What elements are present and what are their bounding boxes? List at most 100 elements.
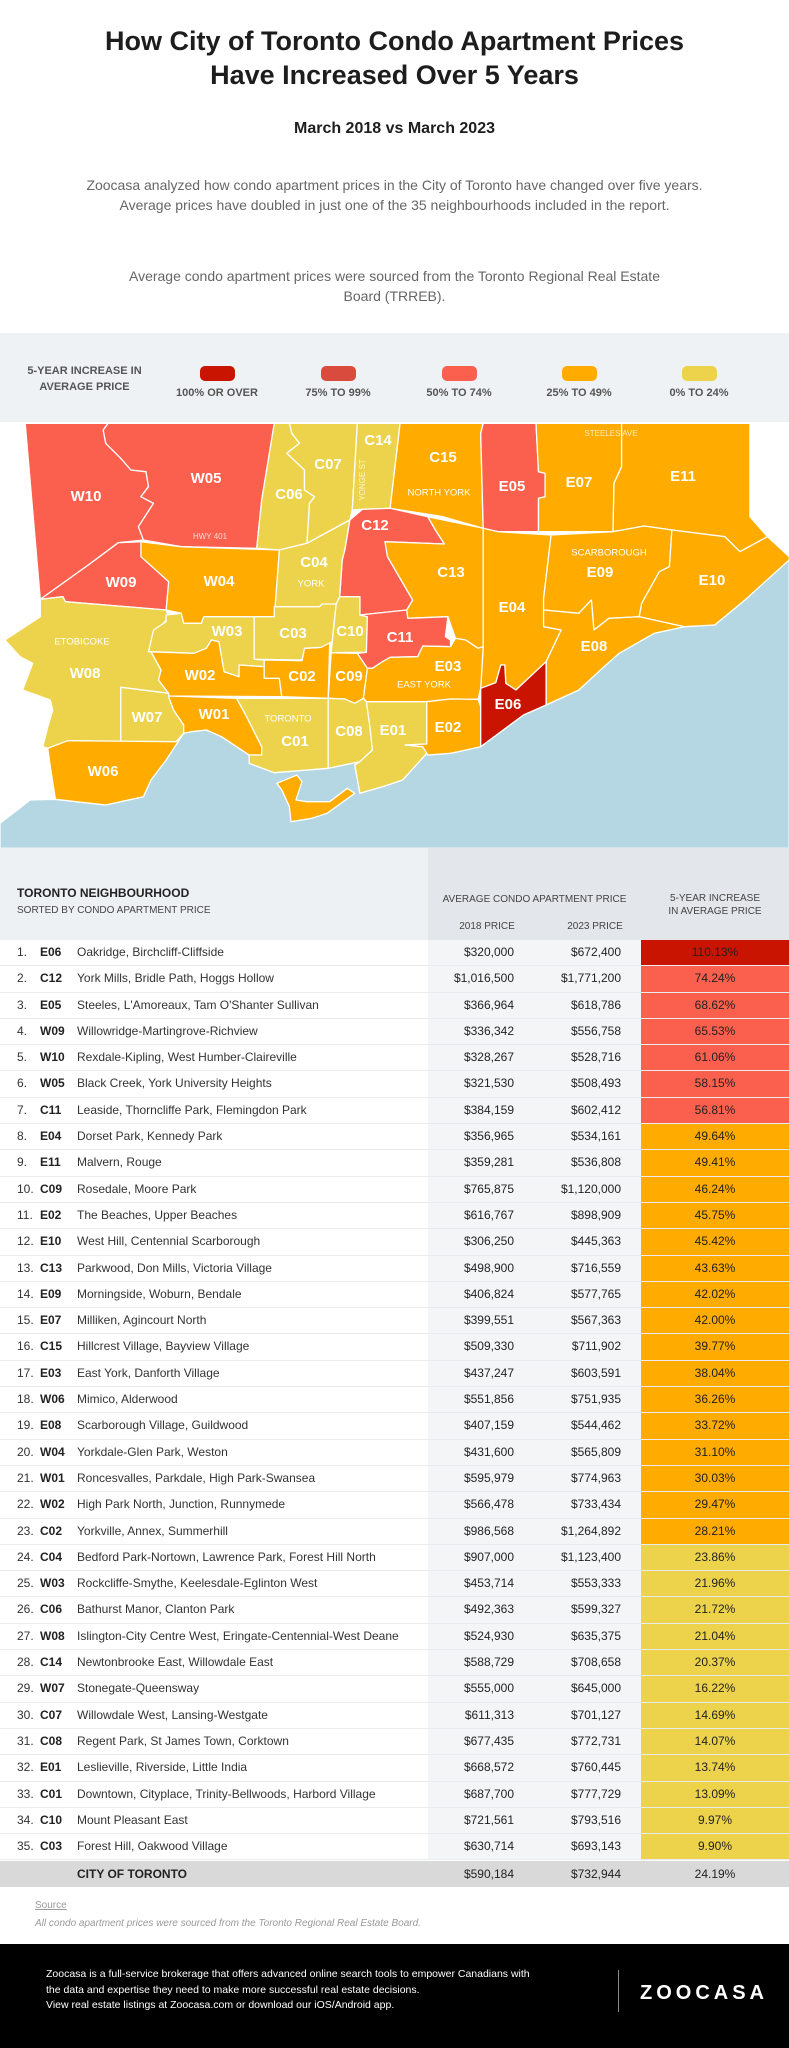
district-code: C12 (40, 971, 63, 986)
map-label-c14: C14 (364, 432, 392, 449)
map-label-w03: W03 (212, 623, 243, 640)
rank: 3. (17, 997, 28, 1012)
subtitle: March 2018 vs March 2023 (293, 120, 495, 137)
rank: 16. (17, 1339, 34, 1354)
table-row: 2. C12 York Mills, Bridle Path, Hoggs Ho… (0, 966, 789, 993)
price-2018: $611,313 (464, 1707, 514, 1722)
rank: 31. (17, 1733, 34, 1748)
legend-item: 100% OR OVER (157, 366, 277, 399)
price-2018: $509,330 (463, 1339, 514, 1354)
total-2023: $732,944 (570, 1867, 621, 1881)
neighbourhood-name: Morningside, Woburn, Bendale (77, 1286, 242, 1301)
map-label-c04: C04 (300, 554, 328, 571)
price-2018: $551,856 (463, 1392, 514, 1407)
legend-item: 75% TO 99% (278, 366, 398, 399)
total-pct: 24.19% (694, 1867, 736, 1881)
map-label-c09: C09 (335, 668, 363, 685)
map-label-w05: W05 (191, 470, 222, 487)
legend-item: 0% TO 24% (639, 366, 759, 399)
rank: 30. (17, 1707, 34, 1722)
price-2018: $359,281 (463, 1155, 514, 1170)
price-2018: $407,159 (463, 1418, 514, 1433)
toronto-map: E06 C12 E05 W09 W10 W05 C11 E04 E11 C09 E02 E10 C13 E… (0, 422, 789, 848)
map-label-c01: C01 (281, 733, 309, 750)
price-2023: $1,120,000 (560, 1181, 621, 1196)
legend-swatch (199, 366, 235, 381)
header-increase-line2: IN AVERAGE PRICE (668, 906, 762, 917)
table-row: 1. E06 Oakridge, Birchcliff-Cliffside $3… (0, 940, 789, 967)
price-2023: $672,400 (570, 945, 621, 959)
district-code: C06 (40, 1602, 63, 1617)
rank: 33. (17, 1786, 34, 1801)
rank: 35. (17, 1839, 34, 1854)
price-2023: $751,935 (570, 1392, 621, 1407)
legend-item: 25% TO 49% (519, 366, 639, 399)
price-2023: $544,462 (570, 1418, 621, 1433)
legend-label: 100% OR OVER (176, 387, 258, 399)
map-label-c02: C02 (288, 668, 316, 685)
price-2018: $356,965 (463, 1129, 514, 1144)
table-row: 9. E11 Malvern, Rouge $359,281 $536,808 … (0, 1150, 789, 1177)
price-2023: $534,161 (570, 1129, 621, 1144)
rank: 24. (17, 1549, 34, 1564)
table-row: 30. C07 Willowdale West, Lansing-Westgat… (0, 1702, 789, 1729)
district-code: E02 (40, 1207, 62, 1222)
neighbourhood-name: Regent Park, St James Town, Corktown (77, 1733, 289, 1748)
price-2018: $453,714 (463, 1576, 514, 1591)
pct-increase: 28.21% (641, 1518, 789, 1544)
total-name: CITY OF TORONTO (77, 1867, 188, 1881)
table-row: 5. W10 Rexdale-Kipling, West Humber-Clai… (0, 1045, 789, 1072)
neighbourhood-name: Black Creek, York University Heights (77, 1076, 272, 1091)
price-2018: $336,342 (463, 1023, 514, 1038)
neighbourhood-name: Hillcrest Village, Bayview Village (77, 1339, 250, 1354)
price-2023: $898,909 (570, 1207, 621, 1222)
district-code: E07 (40, 1313, 62, 1328)
neighbourhood-name: West Hill, Centennial Scarborough (77, 1234, 261, 1249)
price-2018: $431,600 (463, 1444, 514, 1459)
map-label-w07: W07 (132, 709, 163, 726)
footer-divider (618, 1970, 619, 2012)
price-2023: $716,559 (570, 1260, 621, 1275)
pct-increase: 23.86% (641, 1544, 789, 1571)
price-2023: $635,375 (570, 1628, 621, 1643)
district-code: C15 (40, 1339, 63, 1354)
table-row: 22. W02 High Park North, Junction, Runny… (0, 1492, 789, 1519)
price-2018: $524,930 (463, 1628, 514, 1643)
table-row: 10. C09 Rosedale, Moore Park $765,875 $1… (0, 1176, 789, 1203)
table-row: 24. C04 Bedford Park-Nortown, Lawrence P… (0, 1544, 789, 1572)
rank: 9. (17, 1155, 28, 1170)
title-line-1: How City of Toronto Condo Apartment Pric… (105, 26, 684, 56)
neighbourhood-name: Downtown, Cityplace, Trinity-Bellwoods, … (77, 1786, 376, 1801)
price-2023: $693,143 (570, 1839, 621, 1854)
rank: 6. (17, 1076, 28, 1091)
rank: 23. (17, 1523, 34, 1538)
price-2023: $774,963 (570, 1470, 621, 1485)
price-2023: $599,327 (570, 1602, 621, 1617)
pct-increase: 65.53% (641, 1018, 789, 1045)
neighbourhood-name: Islington-City Centre West, Eringate-Cen… (77, 1628, 399, 1643)
neighbourhood-name: Rexdale-Kipling, West Humber-Claireville (77, 1050, 297, 1065)
source-link[interactable]: Source (35, 1900, 67, 1911)
map-label-c07: C07 (314, 456, 342, 473)
district-e02 (404, 698, 482, 756)
district-code: W09 (40, 1023, 65, 1038)
neighbourhood-name: East York, Danforth Village (77, 1365, 220, 1380)
pct-increase: 58.15% (641, 1071, 789, 1097)
rank: 25. (17, 1576, 34, 1591)
district-w06 (47, 732, 185, 806)
legend-swatch (320, 366, 356, 381)
price-2018: $321,530 (463, 1076, 514, 1091)
map-label-w04: W04 (204, 573, 236, 590)
neighbourhood-name: Stonegate-Queensway (77, 1681, 200, 1696)
table-row: 25. W03 Rockcliffe-Smythe, Keelesdale-Eg… (0, 1571, 789, 1598)
table-row: 4. W09 Willowridge-Martingrove-Richview … (0, 1018, 789, 1046)
rank: 7. (17, 1102, 28, 1117)
table-row: 17. E03 East York, Danforth Village $437… (0, 1360, 789, 1388)
title-line-2: Have Increased Over 5 Years (210, 60, 579, 90)
neighbourhood-name: Bedford Park-Nortown, Lawrence Park, For… (77, 1549, 376, 1564)
pct-increase: 61.06% (641, 1045, 789, 1071)
rank: 1. (17, 945, 28, 959)
neighbourhood-name: Forest Hill, Oakwood Village (77, 1839, 228, 1854)
district-code: E10 (40, 1234, 62, 1249)
price-2023: $508,493 (570, 1076, 621, 1091)
